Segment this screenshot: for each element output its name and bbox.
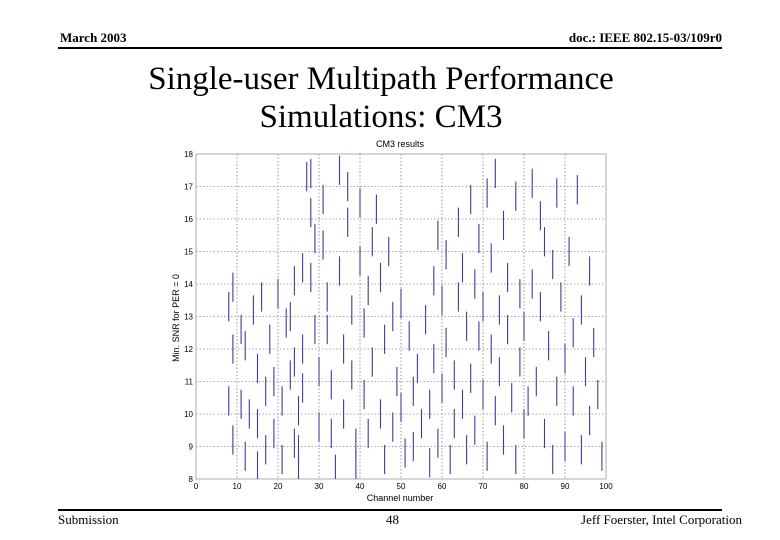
y-tick-label: 18 — [184, 150, 193, 159]
x-tick-label: 10 — [233, 482, 242, 491]
x-tick-label: 50 — [397, 482, 406, 491]
x-tick-label: 90 — [561, 482, 570, 491]
x-tick-label: 0 — [194, 482, 199, 491]
slide-title: Single-user Multipath Performance Simula… — [0, 60, 762, 136]
y-tick-label: 15 — [184, 248, 193, 257]
header-rule — [58, 47, 722, 49]
y-tick-label: 8 — [189, 475, 194, 484]
y-tick-label: 12 — [184, 345, 193, 354]
x-tick-label: 40 — [356, 482, 365, 491]
chart-title: CM3 results — [376, 139, 425, 149]
header-doc-id: doc.: IEEE 802.15-03/109r0 — [568, 30, 722, 45]
x-tick-label: 80 — [520, 482, 529, 491]
y-tick-label: 11 — [185, 378, 194, 387]
footer-rule — [58, 509, 722, 511]
y-tick-label: 13 — [184, 313, 193, 322]
x-tick-label: 30 — [315, 482, 324, 491]
x-tick-label: 60 — [438, 482, 447, 491]
y-tick-label: 16 — [184, 215, 193, 224]
y-tick-label: 10 — [184, 410, 193, 419]
plot-border — [195, 153, 607, 480]
slide-title-line-2: Simulations: CM3 — [259, 99, 503, 135]
x-tick-label: 100 — [599, 482, 613, 491]
x-axis-label: Channel number — [367, 493, 434, 503]
y-tick-label: 17 — [184, 183, 193, 192]
y-tick-label: 9 — [189, 443, 194, 452]
y-axis-ticks: 8 9 10 11 12 13 14 15 16 17 18 — [184, 150, 193, 484]
footer-page-number: 48 — [386, 512, 399, 527]
y-tick-label: 14 — [184, 280, 193, 289]
x-tick-label: 70 — [479, 482, 488, 491]
data-series — [228, 155, 603, 479]
x-axis-ticks: 0 10 20 30 40 50 60 70 80 90 100 — [194, 482, 613, 491]
header-date: March 2003 — [60, 30, 127, 45]
footer-author: Jeff Foerster, Intel Corporation — [581, 512, 742, 527]
plot-frame — [195, 153, 607, 480]
slide-title-line-1: Single-user Multipath Performance — [148, 61, 614, 97]
x-tick-label: 20 — [274, 482, 283, 491]
footer-submission: Submission — [58, 512, 119, 527]
y-axis-label: Min. SNR for PER = 0 — [171, 274, 181, 362]
